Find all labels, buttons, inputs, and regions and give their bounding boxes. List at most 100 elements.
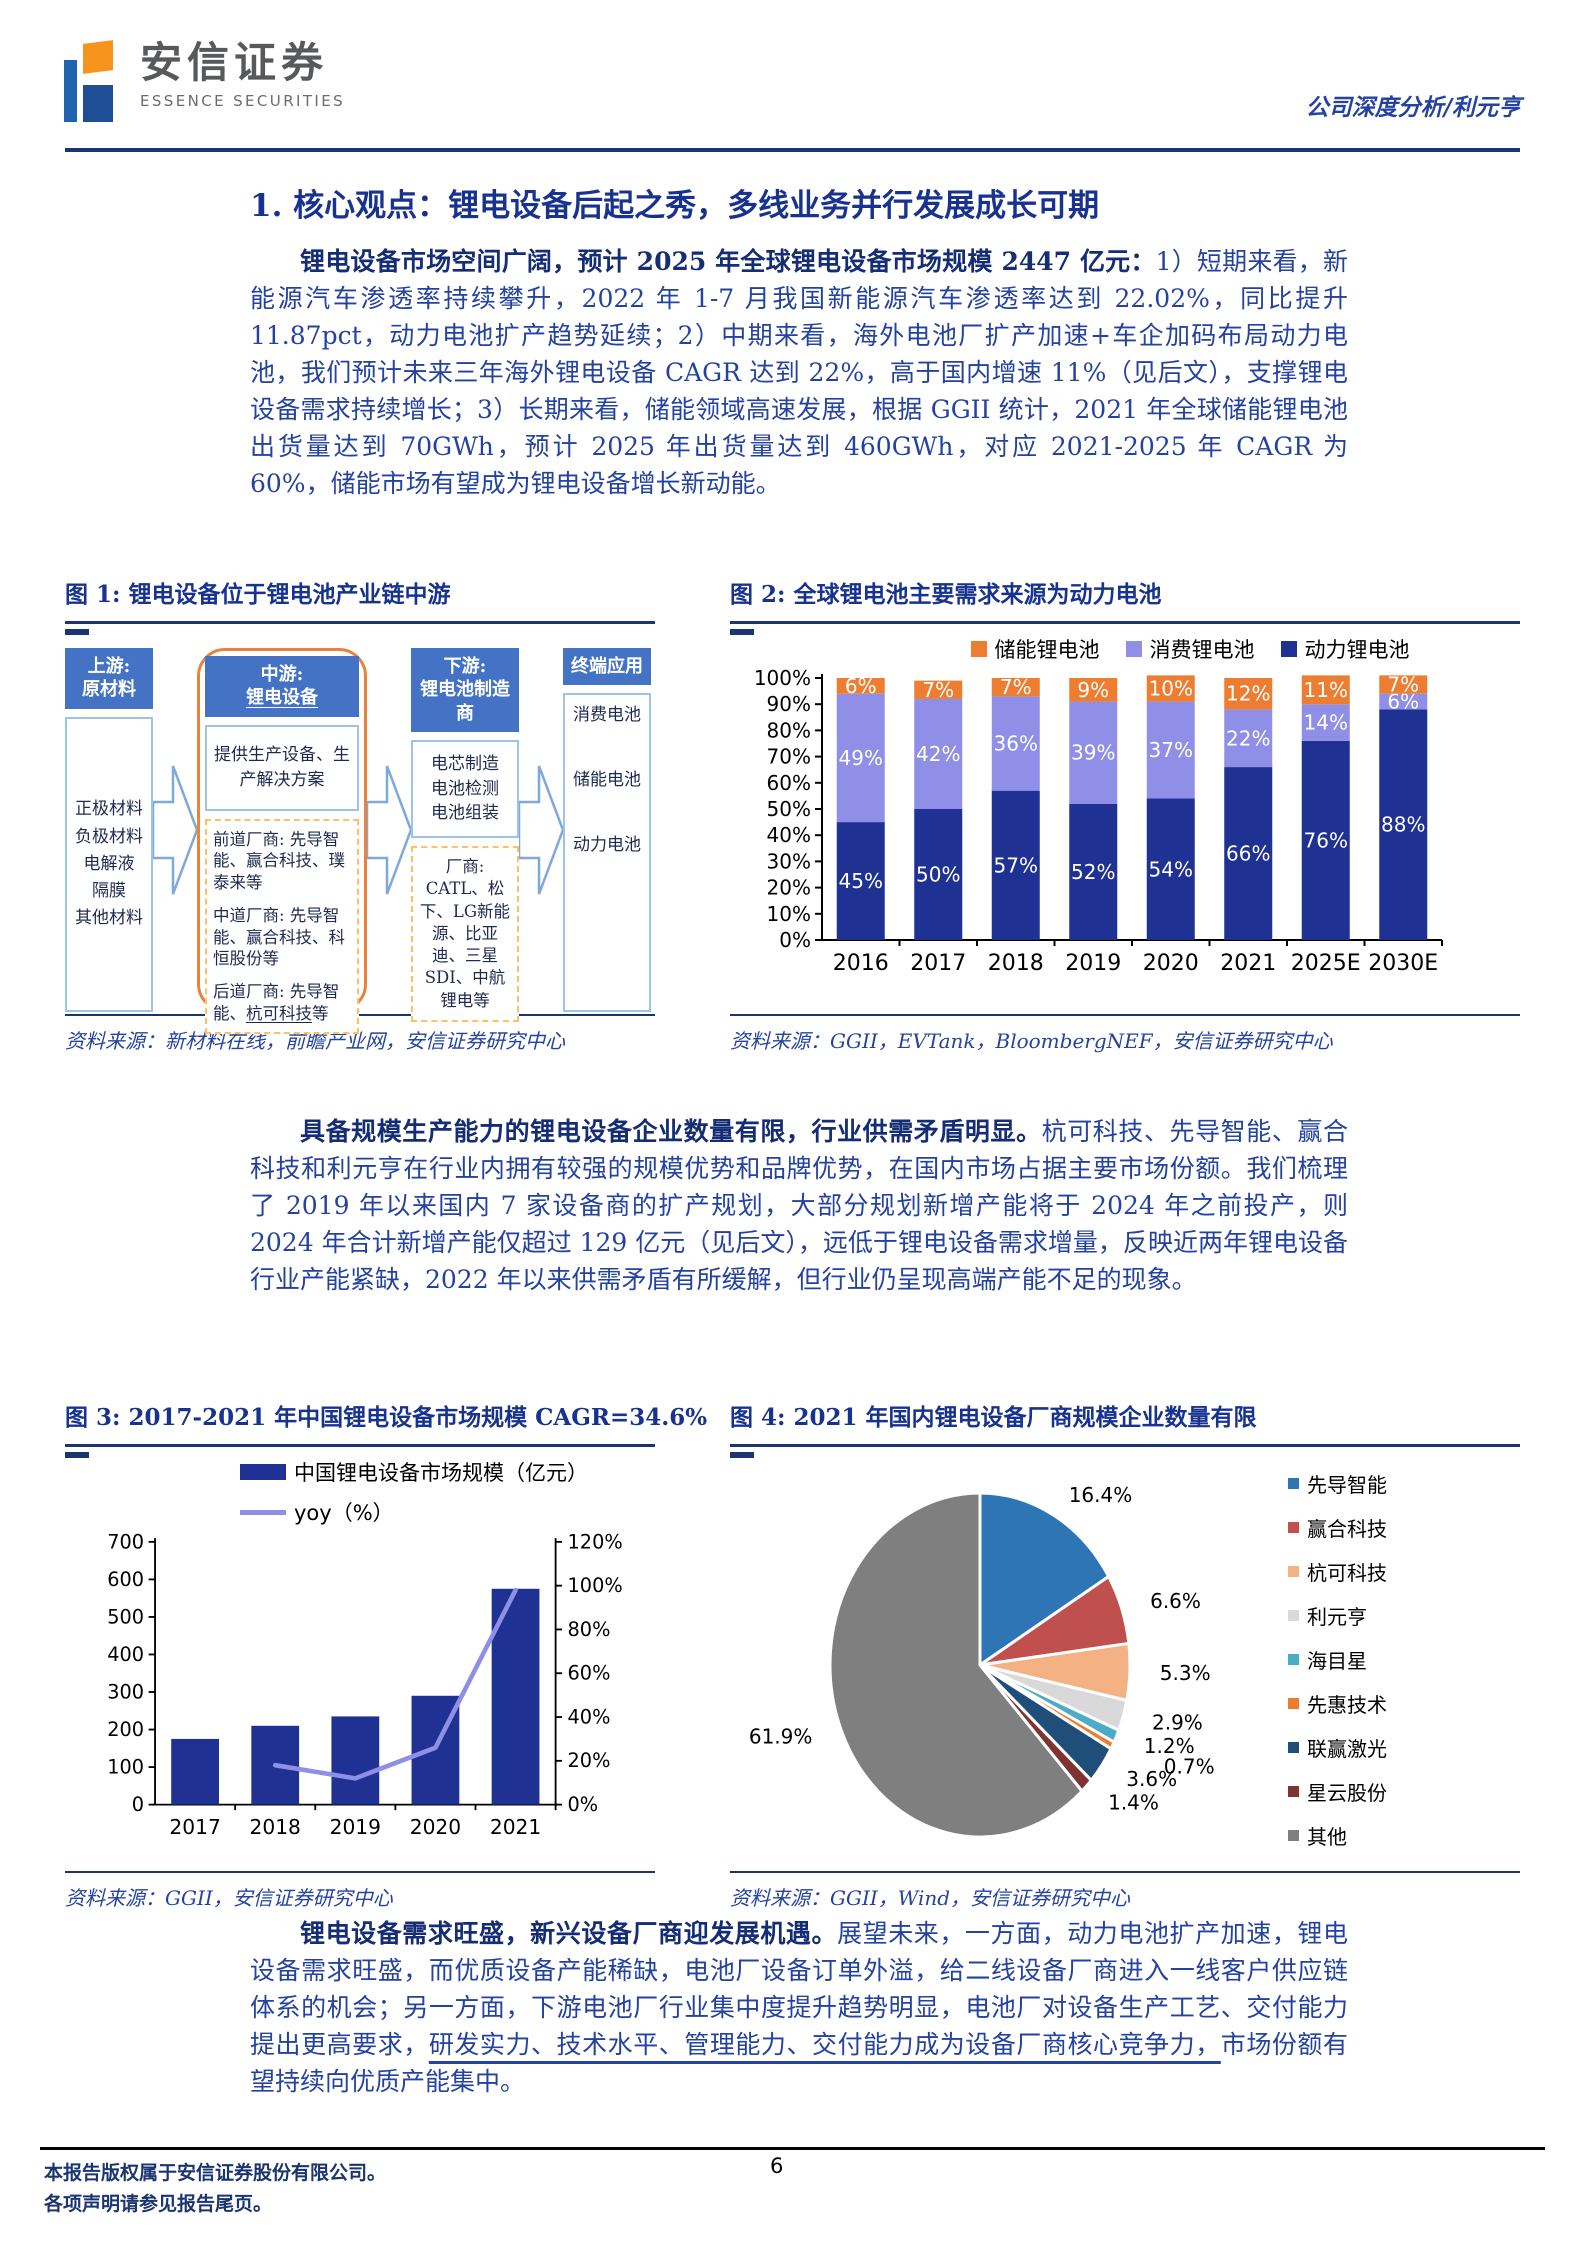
- svg-text:11%: 11%: [1304, 678, 1348, 702]
- brand-logo: 安信证券 ESSENCE SECURITIES: [64, 38, 345, 122]
- svg-text:50%: 50%: [916, 863, 960, 887]
- footer-disclaimer: 本报告版权属于安信证券股份有限公司。 各项声明请参见报告尾页。: [44, 2158, 386, 2221]
- paragraph-3: 锂电设备需求旺盛，新兴设备厂商迎发展机遇。展望未来，一方面，动力电池扩产加速，锂…: [250, 1915, 1348, 2100]
- brand-name-cn: 安信证券: [140, 38, 329, 87]
- fig4-pie: 16.4% 6.6% 5.3% 2.9%1.2%0.7%3.6%1.4% 61.9%: [749, 1483, 1215, 1839]
- svg-text:0%: 0%: [779, 928, 811, 952]
- legend-label: 联赢激光: [1307, 1737, 1387, 1761]
- paragraph-3-underlined: 研发实力、技术水平、管理能力、交付能力成为设备厂商核心竞争力，: [428, 2030, 1221, 2059]
- legend-label: 消费锂电池: [1149, 638, 1255, 662]
- bar-segment: [914, 698, 963, 809]
- figure-1-title-rule: [65, 621, 655, 635]
- svg-text:10%: 10%: [1149, 676, 1193, 700]
- svg-text:2018: 2018: [250, 1815, 301, 1839]
- svg-text:50%: 50%: [767, 797, 811, 821]
- bar-segment: [1224, 767, 1273, 940]
- figure-row-1: 图 1: 锂电设备位于锂电池产业链中游 上游: 原材料 正极材料 负极材料 电解液…: [65, 575, 1520, 1054]
- svg-text:12%: 12%: [1226, 682, 1270, 706]
- figure-3: 图 3: 2017-2021 年中国锂电设备市场规模 CAGR=34.6% 中国…: [65, 1398, 708, 1911]
- legend-swatch: [1288, 1478, 1299, 1489]
- legend-swatch: [1125, 641, 1142, 657]
- bar: [171, 1738, 219, 1805]
- bar-segment: [836, 693, 885, 823]
- svg-text:76%: 76%: [1304, 828, 1348, 852]
- figure-2-bottom-rule: [730, 1014, 1520, 1016]
- legend-item: 先惠技术: [1288, 1689, 1387, 1718]
- pie-slice: [828, 1491, 1084, 1839]
- figure-3-source: 资料来源：GGII，安信证券研究中心: [65, 1886, 393, 1910]
- svg-text:60%: 60%: [568, 1662, 611, 1685]
- footer-rule: [40, 2147, 1545, 2150]
- legend-label: 利元亨: [1307, 1605, 1367, 1629]
- svg-text:10%: 10%: [767, 902, 811, 926]
- page-number: 6: [770, 2154, 784, 2178]
- flow-arrow-icon: [153, 765, 197, 895]
- legend-label: yoy（%）: [294, 1501, 394, 1525]
- svg-text:37%: 37%: [1149, 738, 1193, 762]
- svg-text:42%: 42%: [916, 742, 960, 766]
- svg-text:2019: 2019: [1065, 951, 1121, 976]
- figure-4-title: 图 4: 2021 年国内锂电设备厂商规模企业数量有限: [730, 1404, 1257, 1431]
- figure-3-body: 中国锂电设备市场规模（亿元） yoy（%） 0 100 200 300 400 500 60…: [65, 1457, 655, 1869]
- paragraph-3-text-1: 展望未来，一方面，动力电池扩产加速，锂电设备需求旺盛，而优质设备产能稀缺，电池厂…: [250, 1919, 1348, 2059]
- legend-item: 联赢激光: [1288, 1733, 1387, 1762]
- paragraph-3-lead: 锂电设备需求旺盛，新兴设备厂商迎发展机遇。: [300, 1919, 838, 1948]
- bar: [331, 1716, 380, 1805]
- svg-text:14%: 14%: [1304, 711, 1348, 735]
- figure-4-body: 16.4% 6.6% 5.3% 2.9% 1.2% 0.7% 3.6% 1.4% 61.9% 先…: [730, 1457, 1520, 1869]
- paragraph-1: 锂电设备市场空间广阔，预计 2025 年全球锂电设备市场规模 2447 亿元：1…: [250, 243, 1348, 502]
- svg-text:80%: 80%: [568, 1618, 611, 1641]
- legend-swatch: [1288, 1830, 1299, 1841]
- fig2-chart: 0%10%20%30%40%50%60%70%80%90%100%45%49%6…: [754, 668, 1443, 976]
- legend-swatch: [1288, 1610, 1299, 1621]
- flow-downstream-box1: 电芯制造 电池检测 电池组装: [411, 740, 519, 839]
- figure-3-title: 图 3: 2017-2021 年中国锂电设备市场规模 CAGR=34.6%: [65, 1404, 708, 1431]
- svg-text:120%: 120%: [568, 1530, 623, 1553]
- bar-segment: [836, 822, 885, 940]
- svg-text:2.9%: 2.9%: [1152, 1711, 1203, 1735]
- legend-label: 星云股份: [1307, 1781, 1387, 1805]
- svg-text:2025E: 2025E: [1291, 951, 1361, 976]
- flow-upstream-header: 上游: 原材料: [65, 648, 153, 709]
- svg-text:3.6%: 3.6%: [1126, 1767, 1177, 1791]
- logo-blue-square: [83, 85, 113, 122]
- legend-swatch: [1288, 1742, 1299, 1753]
- legend-item: 中国锂电设备市场规模（亿元）: [240, 1457, 655, 1487]
- figure-4-title-rule: [730, 1444, 1520, 1458]
- flow-midstream-box1: 提供生产设备、生产解决方案: [205, 724, 359, 811]
- legend-item: 海目星: [1288, 1645, 1387, 1674]
- fig2-legend: 储能锂电池 消费锂电池 动力锂电池: [860, 634, 1520, 664]
- bar-segment: [914, 680, 963, 699]
- legend-item: 利元亨: [1288, 1601, 1387, 1630]
- bar-segment: [1146, 675, 1195, 702]
- figure-4-source: 资料来源：GGII，Wind，安信证券研究中心: [730, 1886, 1131, 1910]
- flow-upstream-column: 上游: 原材料 正极材料 负极材料 电解液 隔膜 其他材料: [65, 648, 153, 1012]
- essence-logo-icon: [64, 40, 126, 122]
- legend-item: yoy（%）: [240, 1497, 655, 1527]
- figure-2-title-rule: [730, 621, 1520, 635]
- legend-item: 储能锂电池: [970, 634, 1100, 664]
- bar-segment: [1379, 675, 1428, 694]
- fig3-chart: 0 100 200 300 400 500 600 700 0% 20% 40% 60% 80% 100%…: [107, 1530, 623, 1839]
- legend-label: 其他: [1307, 1825, 1347, 1849]
- svg-text:300: 300: [107, 1680, 144, 1703]
- report-type-label: 公司深度分析/利元亨: [1305, 94, 1521, 121]
- flow-upstream-box: 正极材料 负极材料 电解液 隔膜 其他材料: [65, 716, 153, 1012]
- legend-swatch: [1288, 1566, 1299, 1577]
- legend-swatch: [1288, 1698, 1299, 1709]
- svg-text:66%: 66%: [1226, 842, 1270, 866]
- svg-text:100%: 100%: [568, 1574, 623, 1597]
- svg-text:70%: 70%: [767, 745, 811, 769]
- legend-item: 动力锂电池: [1280, 634, 1410, 664]
- legend-label: 动力锂电池: [1304, 638, 1410, 662]
- flow-downstream-header: 下游: 锂电池制造商: [411, 648, 519, 733]
- svg-text:40%: 40%: [767, 823, 811, 847]
- svg-text:30%: 30%: [767, 849, 811, 873]
- svg-text:49%: 49%: [839, 746, 883, 770]
- figure-3-bottom-rule: [65, 1871, 655, 1873]
- svg-text:2017: 2017: [169, 1815, 220, 1839]
- flow-arrow-icon: [519, 765, 563, 895]
- figure-2-title: 图 2: 全球锂电池主要需求来源为动力电池: [730, 581, 1162, 608]
- svg-text:2018: 2018: [988, 951, 1044, 976]
